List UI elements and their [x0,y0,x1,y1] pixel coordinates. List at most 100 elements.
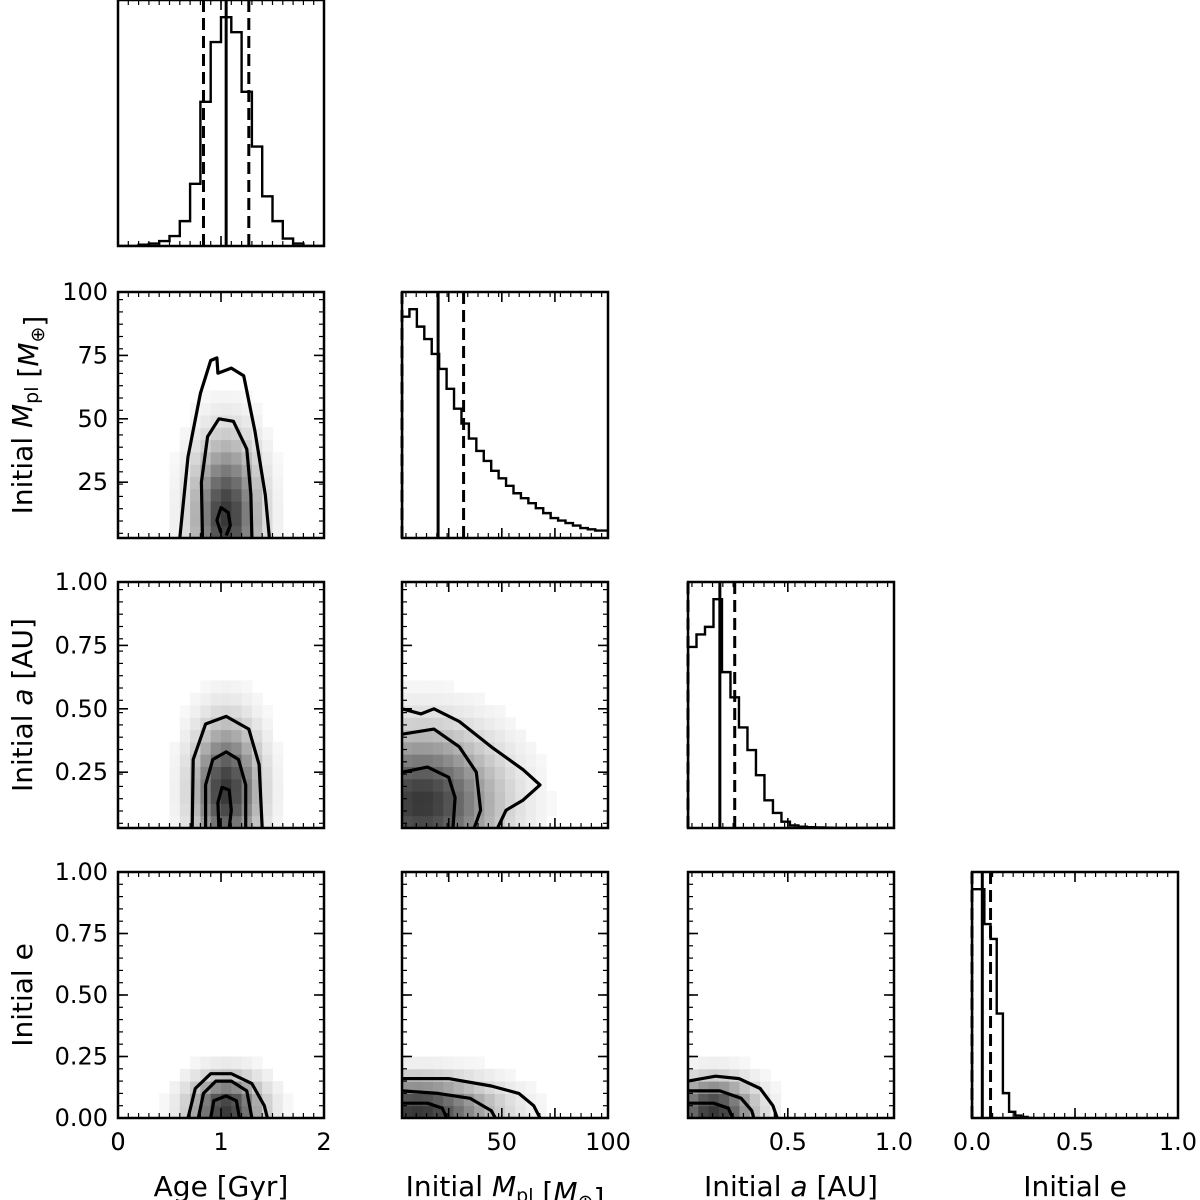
density-bin [739,1056,751,1070]
x-tick-label: 50 [487,1128,518,1156]
density-bin [200,427,212,441]
density-bin [200,692,212,706]
density-bin [432,1105,444,1118]
density-bin [432,717,444,731]
contour-mid [402,727,483,828]
density-bin [251,402,263,416]
density-bin [412,754,424,767]
axis-label-part: Initial [704,1170,790,1200]
density-bin [231,705,243,718]
density-bin [535,815,547,828]
density-bin [718,1068,730,1082]
density-bin [422,692,434,706]
hist-panel-age [116,0,326,248]
density-bin [412,680,424,694]
density-bin [179,439,191,453]
density-bin [402,803,413,817]
density-bin [422,778,434,792]
density-bin [169,766,181,780]
density-bin [443,717,454,731]
density-bin [190,525,201,538]
density-bin [718,1056,730,1070]
density-bin [494,1093,506,1107]
density-bin [432,1056,444,1070]
density-bin [200,1081,212,1094]
density-bin [159,1105,170,1118]
y-tick-label: 0.25 [55,758,108,786]
density-bin [505,766,516,780]
density-bin [739,1081,751,1094]
density-bin [241,705,253,718]
contour-inner [402,1101,449,1118]
density-bin [443,791,454,804]
density-bin [190,1056,201,1070]
density-bin [494,791,506,804]
density-bin [484,741,496,755]
density-bin [484,705,496,718]
x-axis-label-e: Initial e [1023,1170,1127,1200]
density-bin [169,501,181,514]
density-bin [515,1105,527,1118]
density-bin [251,415,263,428]
density-bin [200,501,212,514]
density-bin [262,705,273,718]
density-bin [231,439,243,453]
density-bin [505,803,516,817]
density-bin [272,741,284,755]
y-axis-label-mpl: Initial Mpl [M⊕] [6,316,51,515]
density-bin [262,1081,273,1094]
hist-panel-frame [686,580,896,830]
density-bin [443,766,454,780]
axis-label-part: Initial [406,1170,492,1200]
y-tick-label: 0.00 [55,1104,108,1132]
density-bin [272,803,284,817]
density-bin [729,1068,740,1082]
axis-label-part: [ [534,1176,554,1200]
density-bin [272,488,284,502]
density-bin [484,754,496,767]
density-bin [729,1105,740,1118]
density-bin [179,815,191,828]
density-bin [453,803,465,817]
density-bin [200,402,212,416]
contour-outer [190,714,264,828]
density-panel-frame [400,580,610,830]
y-tick-label: 50 [77,405,108,433]
density-bin [251,1068,263,1082]
axis-label-part: [ [12,367,45,387]
density-bin [484,815,496,828]
density-bin [515,778,527,792]
density-bin [463,766,475,780]
density-bin [443,729,454,743]
density-bin [251,803,263,817]
density-bin [505,1068,516,1082]
density-bin [443,705,454,718]
density-bin [210,427,222,441]
axis-label-part: pl [21,386,43,403]
density-bin [200,464,212,477]
density-bin [474,717,485,731]
density-bin [231,415,243,428]
density-bin [739,1105,751,1118]
density-bin [231,513,243,527]
density-bin [241,692,253,706]
density-bin [515,791,527,804]
density-bin [443,741,454,755]
density-bin [546,803,557,817]
density-bin [535,803,547,817]
density-bin [412,1105,424,1118]
contour-inner [688,1101,735,1118]
density-bin [708,1056,720,1070]
density-bin [221,513,232,527]
density-bin [422,1068,434,1082]
density-bin [190,766,201,780]
density-bin [262,476,273,490]
density-bin [231,501,243,514]
density-bin [402,680,413,694]
density-bin [463,815,475,828]
density-bin [251,717,263,731]
density-bin [422,729,434,743]
density-bin [525,778,537,792]
density-bin [412,717,424,731]
density-bin [200,754,212,767]
